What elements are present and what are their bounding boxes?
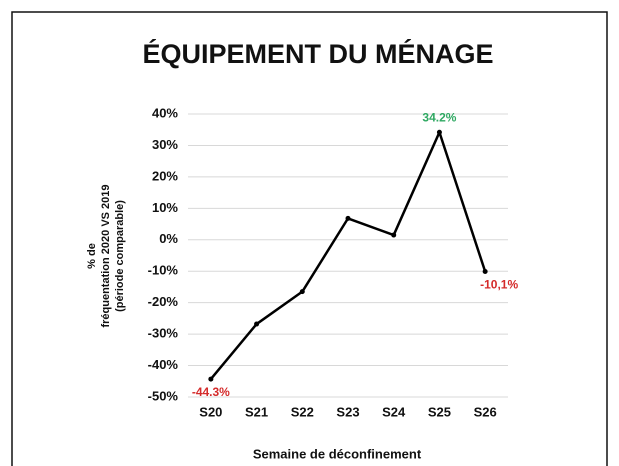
y-axis-title-line: (période comparable) [114,200,126,312]
x-tick-label: S22 [291,404,314,419]
frame [11,11,608,466]
point [482,269,488,275]
y-tick-label: -20% [148,294,179,309]
point [208,376,214,382]
y-tick-label: 30% [152,137,178,152]
x-axis-title: Semaine de déconfinement [253,446,422,461]
chart-title: ÉQUIPEMENT DU MÉNAGE [142,38,493,69]
point [254,321,260,327]
x-tick-label: S25 [428,404,451,419]
y-tick-label: 10% [152,200,178,215]
point [299,289,305,295]
y-tick-label: -40% [148,357,179,372]
data-label: -44.3% [192,385,230,399]
x-tick-label: S20 [199,404,222,419]
point [345,215,351,221]
x-tick-label: S24 [382,404,406,419]
x-tick-label: S21 [245,404,268,419]
point [436,129,442,135]
y-tick-label: -10% [148,263,179,278]
y-axis-title-line: % de [86,243,98,269]
data-label: -10,1% [480,278,518,292]
y-axis-title-line: fréquentation 2020 VS 2019 [100,184,112,327]
y-tick-label: -50% [148,388,179,403]
y-tick-label: 40% [152,105,178,120]
point [391,232,397,238]
x-tick-label: S23 [336,404,359,419]
data-label: 34.2% [422,110,456,124]
y-tick-label: 20% [152,168,178,183]
y-tick-label: -30% [148,326,179,341]
y-tick-label: 0% [159,231,178,246]
x-tick-label: S26 [474,404,497,419]
y-axis-title: % de fréquentation 2020 VS 2019 (période… [86,184,126,327]
